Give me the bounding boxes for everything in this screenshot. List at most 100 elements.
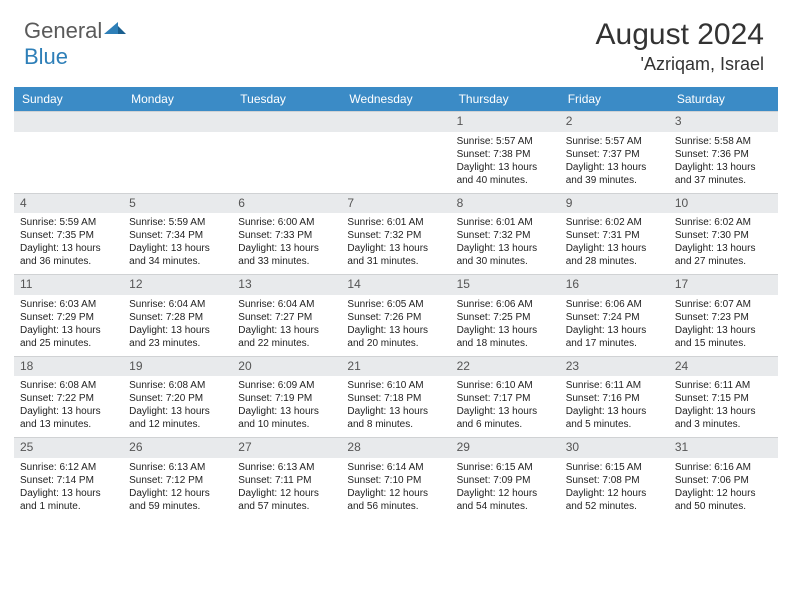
day-number: 22 xyxy=(451,356,560,377)
sunrise-text: Sunrise: 6:15 AM xyxy=(457,461,554,474)
month-title: August 2024 xyxy=(596,18,764,52)
daylight-text: Daylight: 13 hours and 1 minute. xyxy=(20,487,117,513)
day-body: Sunrise: 5:59 AMSunset: 7:35 PMDaylight:… xyxy=(14,213,123,274)
day-body: Sunrise: 6:04 AMSunset: 7:28 PMDaylight:… xyxy=(123,295,232,356)
daylight-text: Daylight: 13 hours and 10 minutes. xyxy=(238,405,335,431)
week-row: 4Sunrise: 5:59 AMSunset: 7:35 PMDaylight… xyxy=(14,193,778,275)
day-number: 6 xyxy=(232,193,341,214)
day-cell: 22Sunrise: 6:10 AMSunset: 7:17 PMDayligh… xyxy=(451,356,560,438)
daylight-text: Daylight: 13 hours and 28 minutes. xyxy=(566,242,663,268)
daylight-text: Daylight: 13 hours and 34 minutes. xyxy=(129,242,226,268)
daylight-text: Daylight: 13 hours and 25 minutes. xyxy=(20,324,117,350)
day-number: 21 xyxy=(341,356,450,377)
daylight-text: Daylight: 13 hours and 8 minutes. xyxy=(347,405,444,431)
day-cell: 25Sunrise: 6:12 AMSunset: 7:14 PMDayligh… xyxy=(14,437,123,519)
sunset-text: Sunset: 7:34 PM xyxy=(129,229,226,242)
day-number: 18 xyxy=(14,356,123,377)
daylight-text: Daylight: 13 hours and 13 minutes. xyxy=(20,405,117,431)
day-cell: 26Sunrise: 6:13 AMSunset: 7:12 PMDayligh… xyxy=(123,437,232,519)
day-body: Sunrise: 6:14 AMSunset: 7:10 PMDaylight:… xyxy=(341,458,450,519)
sunset-text: Sunset: 7:25 PM xyxy=(457,311,554,324)
daylight-text: Daylight: 13 hours and 15 minutes. xyxy=(675,324,772,350)
sunrise-text: Sunrise: 6:06 AM xyxy=(457,298,554,311)
sunset-text: Sunset: 7:33 PM xyxy=(238,229,335,242)
day-cell: 27Sunrise: 6:13 AMSunset: 7:11 PMDayligh… xyxy=(232,437,341,519)
day-body: Sunrise: 6:12 AMSunset: 7:14 PMDaylight:… xyxy=(14,458,123,519)
day-number: 30 xyxy=(560,437,669,458)
sunrise-text: Sunrise: 6:02 AM xyxy=(675,216,772,229)
daylight-text: Daylight: 13 hours and 40 minutes. xyxy=(457,161,554,187)
sunset-text: Sunset: 7:14 PM xyxy=(20,474,117,487)
dow-cell: Monday xyxy=(123,87,232,111)
sunset-text: Sunset: 7:28 PM xyxy=(129,311,226,324)
daylight-text: Daylight: 13 hours and 30 minutes. xyxy=(457,242,554,268)
sunset-text: Sunset: 7:19 PM xyxy=(238,392,335,405)
day-number: 16 xyxy=(560,274,669,295)
day-body: Sunrise: 6:07 AMSunset: 7:23 PMDaylight:… xyxy=(669,295,778,356)
day-body: Sunrise: 6:11 AMSunset: 7:15 PMDaylight:… xyxy=(669,376,778,437)
day-body: Sunrise: 6:02 AMSunset: 7:30 PMDaylight:… xyxy=(669,213,778,274)
dow-cell: Sunday xyxy=(14,87,123,111)
day-cell xyxy=(232,111,341,193)
day-number: 29 xyxy=(451,437,560,458)
day-number: 12 xyxy=(123,274,232,295)
daylight-text: Daylight: 13 hours and 12 minutes. xyxy=(129,405,226,431)
day-cell xyxy=(14,111,123,193)
day-body: Sunrise: 6:10 AMSunset: 7:18 PMDaylight:… xyxy=(341,376,450,437)
day-body: Sunrise: 6:10 AMSunset: 7:17 PMDaylight:… xyxy=(451,376,560,437)
day-cell: 14Sunrise: 6:05 AMSunset: 7:26 PMDayligh… xyxy=(341,274,450,356)
dow-row: SundayMondayTuesdayWednesdayThursdayFrid… xyxy=(14,87,778,111)
sunset-text: Sunset: 7:32 PM xyxy=(347,229,444,242)
logo-text: GeneralBlue xyxy=(24,18,126,70)
dow-cell: Wednesday xyxy=(341,87,450,111)
daylight-text: Daylight: 12 hours and 56 minutes. xyxy=(347,487,444,513)
day-number: 9 xyxy=(560,193,669,214)
dow-cell: Saturday xyxy=(669,87,778,111)
week-row: 18Sunrise: 6:08 AMSunset: 7:22 PMDayligh… xyxy=(14,356,778,438)
day-cell: 11Sunrise: 6:03 AMSunset: 7:29 PMDayligh… xyxy=(14,274,123,356)
sunrise-text: Sunrise: 6:16 AM xyxy=(675,461,772,474)
sunset-text: Sunset: 7:24 PM xyxy=(566,311,663,324)
sunrise-text: Sunrise: 6:02 AM xyxy=(566,216,663,229)
day-number: 26 xyxy=(123,437,232,458)
day-cell: 10Sunrise: 6:02 AMSunset: 7:30 PMDayligh… xyxy=(669,193,778,275)
sunrise-text: Sunrise: 5:57 AM xyxy=(566,135,663,148)
sunrise-text: Sunrise: 6:12 AM xyxy=(20,461,117,474)
daylight-text: Daylight: 13 hours and 5 minutes. xyxy=(566,405,663,431)
sunrise-text: Sunrise: 6:08 AM xyxy=(129,379,226,392)
day-body: Sunrise: 5:58 AMSunset: 7:36 PMDaylight:… xyxy=(669,132,778,193)
day-body: Sunrise: 6:09 AMSunset: 7:19 PMDaylight:… xyxy=(232,376,341,437)
sunrise-text: Sunrise: 6:10 AM xyxy=(347,379,444,392)
daylight-text: Daylight: 13 hours and 18 minutes. xyxy=(457,324,554,350)
day-number xyxy=(14,111,123,132)
sunset-text: Sunset: 7:15 PM xyxy=(675,392,772,405)
day-body: Sunrise: 6:16 AMSunset: 7:06 PMDaylight:… xyxy=(669,458,778,519)
sunrise-text: Sunrise: 6:14 AM xyxy=(347,461,444,474)
sunrise-text: Sunrise: 5:59 AM xyxy=(129,216,226,229)
day-cell: 31Sunrise: 6:16 AMSunset: 7:06 PMDayligh… xyxy=(669,437,778,519)
logo-text-1: General xyxy=(24,18,102,43)
day-cell: 20Sunrise: 6:09 AMSunset: 7:19 PMDayligh… xyxy=(232,356,341,438)
sunset-text: Sunset: 7:18 PM xyxy=(347,392,444,405)
day-number: 23 xyxy=(560,356,669,377)
location: 'Azriqam, Israel xyxy=(596,54,764,75)
day-cell xyxy=(341,111,450,193)
sunrise-text: Sunrise: 5:59 AM xyxy=(20,216,117,229)
daylight-text: Daylight: 13 hours and 23 minutes. xyxy=(129,324,226,350)
day-number: 31 xyxy=(669,437,778,458)
day-number xyxy=(123,111,232,132)
logo-text-2: Blue xyxy=(24,44,68,69)
day-number xyxy=(341,111,450,132)
day-body: Sunrise: 6:15 AMSunset: 7:09 PMDaylight:… xyxy=(451,458,560,519)
day-body xyxy=(123,132,232,190)
day-body: Sunrise: 6:06 AMSunset: 7:25 PMDaylight:… xyxy=(451,295,560,356)
sunrise-text: Sunrise: 6:00 AM xyxy=(238,216,335,229)
sunset-text: Sunset: 7:16 PM xyxy=(566,392,663,405)
day-number: 15 xyxy=(451,274,560,295)
day-number: 3 xyxy=(669,111,778,132)
day-body: Sunrise: 6:13 AMSunset: 7:12 PMDaylight:… xyxy=(123,458,232,519)
day-cell: 23Sunrise: 6:11 AMSunset: 7:16 PMDayligh… xyxy=(560,356,669,438)
sunset-text: Sunset: 7:32 PM xyxy=(457,229,554,242)
day-number xyxy=(232,111,341,132)
day-number: 10 xyxy=(669,193,778,214)
